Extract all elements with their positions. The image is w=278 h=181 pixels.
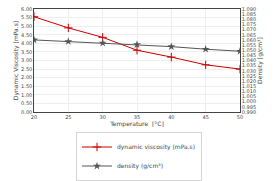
svg-text:30: 30 <box>99 114 105 120</box>
svg-text:1.050: 1.050 <box>242 47 256 53</box>
svg-text:25: 25 <box>65 114 71 120</box>
svg-text:2.00: 2.00 <box>21 74 32 80</box>
svg-text:1.025: 1.025 <box>242 73 256 79</box>
svg-text:1.005: 1.005 <box>242 93 256 99</box>
svg-text:0.990: 0.990 <box>242 109 256 115</box>
svg-text:Density [g/cm³]: Density [g/cm³] <box>256 37 264 84</box>
svg-text:Temperature [°C]: Temperature [°C] <box>109 120 164 128</box>
svg-text:1.010: 1.010 <box>242 88 256 94</box>
svg-text:dynamic viscosity (mPa.s): dynamic viscosity (mPa.s) <box>117 143 195 151</box>
svg-text:1.085: 1.085 <box>242 11 256 17</box>
svg-text:40: 40 <box>168 114 174 120</box>
svg-text:density (g/cm³): density (g/cm³) <box>117 162 163 170</box>
svg-text:1.065: 1.065 <box>242 32 256 38</box>
svg-text:1.030: 1.030 <box>242 68 256 74</box>
svg-text:1.045: 1.045 <box>242 52 256 58</box>
svg-text:Dynamic Viscosity [mPa.s]: Dynamic Viscosity [mPa.s] <box>12 21 20 100</box>
svg-text:2.50: 2.50 <box>21 66 32 72</box>
svg-text:1.000: 1.000 <box>242 98 256 104</box>
svg-text:1.060: 1.060 <box>242 37 256 43</box>
svg-text:1.50: 1.50 <box>21 83 32 89</box>
svg-text:20: 20 <box>31 114 37 120</box>
svg-text:4.00: 4.00 <box>21 40 32 46</box>
svg-text:1.040: 1.040 <box>242 57 256 63</box>
svg-text:5.50: 5.50 <box>21 14 32 20</box>
svg-text:4.50: 4.50 <box>21 32 32 38</box>
svg-text:1.020: 1.020 <box>242 78 256 84</box>
svg-text:0.995: 0.995 <box>242 104 256 110</box>
svg-text:0.50: 0.50 <box>21 100 32 106</box>
svg-text:1.035: 1.035 <box>242 62 256 68</box>
svg-text:35: 35 <box>134 114 140 120</box>
svg-text:0.00: 0.00 <box>21 109 32 115</box>
svg-text:50: 50 <box>237 114 243 120</box>
svg-text:45: 45 <box>202 114 208 120</box>
svg-text:1.055: 1.055 <box>242 42 256 48</box>
svg-text:3.00: 3.00 <box>21 57 32 63</box>
svg-text:1.090: 1.090 <box>242 6 256 12</box>
svg-text:1.015: 1.015 <box>242 83 256 89</box>
svg-text:1.075: 1.075 <box>242 21 256 27</box>
svg-text:1.070: 1.070 <box>242 26 256 32</box>
svg-text:1.080: 1.080 <box>242 16 256 22</box>
svg-text:6.00: 6.00 <box>21 6 32 12</box>
svg-text:1.00: 1.00 <box>21 92 32 98</box>
svg-text:3.50: 3.50 <box>21 49 32 55</box>
svg-text:5.00: 5.00 <box>21 23 32 29</box>
